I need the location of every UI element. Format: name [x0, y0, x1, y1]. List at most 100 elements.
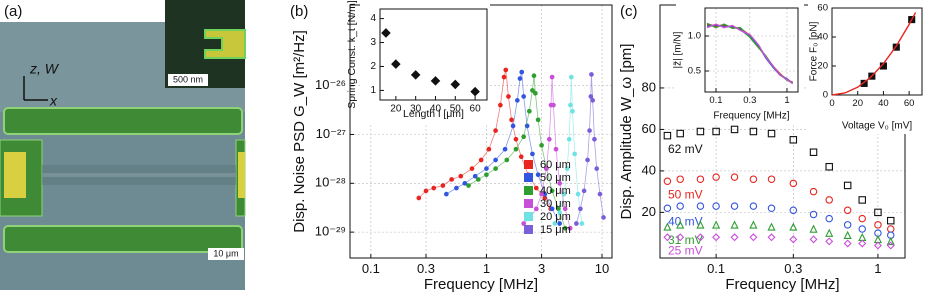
- marker: [767, 129, 776, 138]
- marker: [789, 136, 798, 144]
- x-tick-label: 0.1: [707, 261, 725, 276]
- marker: [533, 90, 538, 96]
- marker: [588, 94, 594, 99]
- series-label: 25 mV: [668, 243, 703, 257]
- marker: [486, 146, 492, 152]
- marker: [504, 157, 510, 163]
- marker: [530, 151, 535, 157]
- marker: [601, 215, 606, 220]
- marker: [749, 220, 758, 229]
- marker: [578, 206, 583, 212]
- marker: [789, 222, 798, 231]
- electrode-top: [3, 107, 243, 135]
- y-tick-label: 40: [642, 162, 656, 177]
- marker: [535, 172, 541, 178]
- marker: [749, 127, 758, 136]
- marker: [858, 196, 866, 204]
- y-tick-label: 2: [370, 61, 376, 72]
- x-tick-label: 1: [874, 261, 881, 276]
- scale-bar-label: 10 μm: [213, 248, 238, 258]
- marker: [594, 166, 600, 171]
- marker: [874, 208, 882, 217]
- pad-right-gold: [238, 152, 245, 198]
- x-tick-label: 3: [538, 261, 545, 276]
- pad-left-gold: [4, 152, 26, 198]
- marker: [585, 157, 590, 163]
- marker: [484, 166, 489, 171]
- marker: [730, 173, 739, 181]
- series-label: 31 mV: [668, 233, 703, 247]
- scale-box-inset: [168, 74, 208, 86]
- marker: [587, 128, 592, 133]
- marker: [663, 131, 672, 140]
- marker: [843, 221, 852, 229]
- marker: [597, 191, 603, 197]
- marker: [521, 94, 527, 99]
- marker: [676, 202, 684, 210]
- marker: [484, 172, 489, 178]
- inset-background: [360, 3, 490, 125]
- marker: [663, 177, 672, 186]
- legend-label: 60 μm: [540, 159, 571, 171]
- marker: [858, 225, 866, 233]
- marker: [454, 185, 459, 191]
- series-line: [576, 74, 604, 224]
- y-tick-label: 4: [370, 13, 376, 24]
- marker: [410, 70, 421, 80]
- marker: [579, 221, 585, 226]
- panel-label: (a): [4, 3, 22, 20]
- marker: [809, 187, 818, 196]
- scale-bar-label: 500 nm: [173, 74, 203, 84]
- marker: [530, 88, 535, 93]
- marker: [562, 206, 568, 212]
- x-tick-label: 60: [470, 104, 482, 115]
- y-tick-label: 1.0: [688, 31, 701, 42]
- panel-label: (b): [290, 3, 308, 20]
- marker: [767, 233, 776, 242]
- x-tick-label: 0.3: [784, 261, 802, 276]
- marker: [449, 177, 454, 182]
- marker: [843, 181, 852, 190]
- marker: [809, 235, 818, 244]
- legend-swatch: [524, 212, 533, 221]
- x-axis-label: Frequency [MHz]: [424, 276, 538, 293]
- y-axis-label: Spring Const. k_t [N/m]: [346, 0, 358, 109]
- marker: [873, 241, 882, 250]
- x-tick-label: 10: [595, 261, 609, 276]
- marker: [553, 146, 559, 152]
- marker: [843, 206, 852, 215]
- y-tick-label: 20: [817, 61, 828, 72]
- marker: [539, 142, 544, 148]
- marker: [478, 157, 484, 163]
- marker: [501, 74, 507, 80]
- y-axis-label: Disp. Amplitude W_ω [pm]: [618, 44, 635, 220]
- y-tick-label: 1: [370, 85, 376, 96]
- y-axis-label: |z̃| [m/N]: [673, 31, 684, 68]
- x-tick-label: 0.1: [709, 95, 722, 106]
- y-tick-label: 3: [370, 37, 376, 48]
- marker: [458, 173, 464, 179]
- marker: [767, 175, 776, 183]
- marker: [572, 151, 578, 157]
- marker: [676, 129, 684, 138]
- marker: [825, 196, 833, 204]
- marker: [430, 76, 441, 86]
- x-tick-label: 0.3: [743, 95, 756, 106]
- marker: [549, 188, 555, 194]
- marker: [513, 136, 519, 142]
- marker: [533, 206, 539, 212]
- legend-label: 15 μm: [540, 224, 571, 236]
- x-tick-label: 20: [390, 104, 402, 115]
- marker: [519, 69, 525, 75]
- marker: [391, 59, 401, 69]
- series-label: 62 mV: [668, 142, 703, 156]
- marker: [575, 191, 581, 197]
- marker: [566, 136, 572, 142]
- x-axis-label: Length l [μm]: [403, 108, 464, 120]
- marker: [544, 166, 549, 171]
- marker: [549, 206, 555, 212]
- trench: [42, 165, 236, 185]
- marker: [440, 183, 446, 188]
- axis-label: x: [49, 93, 58, 109]
- marker: [696, 127, 705, 136]
